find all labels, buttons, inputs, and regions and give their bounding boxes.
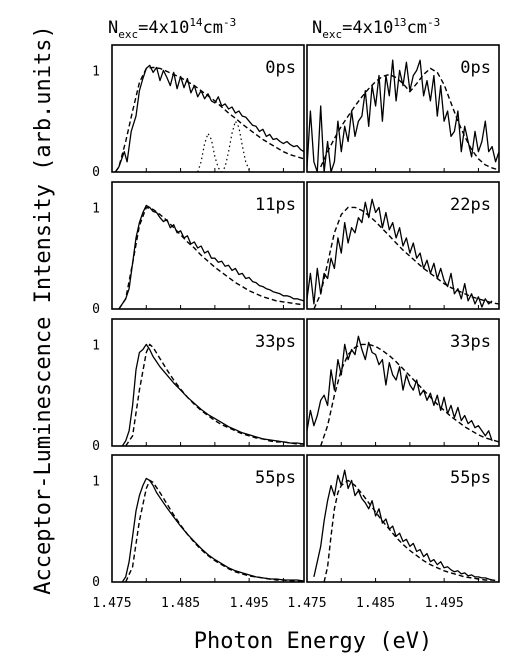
series-measured — [306, 198, 493, 308]
delay-label: 0ps — [460, 58, 491, 78]
delay-label: 0ps — [265, 58, 296, 78]
series-measured — [313, 469, 493, 581]
panel-frame — [111, 44, 305, 173]
delay-label: 33ps — [255, 332, 296, 352]
column-header-2: Nexc=4x1013cm-3 — [312, 16, 440, 41]
x-tick-label: 1.495 — [425, 596, 464, 611]
delay-label: 22ps — [450, 195, 491, 215]
panel-frame — [306, 181, 500, 310]
panel-c2-r1: 0ps — [306, 44, 500, 173]
panel-frame — [306, 44, 500, 173]
series-measured — [306, 335, 493, 442]
series-measured — [118, 204, 305, 310]
series-measured — [114, 64, 305, 173]
series-fit — [323, 479, 500, 583]
y-tick-zero: 0 — [92, 575, 100, 590]
y-tick-one: 1 — [92, 338, 100, 353]
panel-frame — [111, 318, 305, 447]
panel-c1-r1: 0ps 1 0 — [92, 44, 305, 180]
x-tick-label: 1.475 — [92, 596, 131, 611]
series-fit — [313, 206, 500, 310]
panel-c2-r2: 22ps — [306, 181, 500, 310]
panel-frame — [111, 181, 305, 310]
x-axis-label: Photon Energy (eV) — [194, 629, 432, 654]
series-fit — [114, 66, 305, 173]
y-axis-label: Acceptor-Luminescence Intensity (arb.uni… — [31, 25, 56, 595]
x-tick-label: 1.475 — [287, 596, 326, 611]
delay-label: 55ps — [450, 468, 491, 488]
y-tick-one: 1 — [92, 201, 100, 216]
panel-frame — [111, 454, 305, 583]
series-fit — [125, 343, 304, 447]
panel-c1-r3: 33ps 1 0 — [92, 318, 305, 454]
series-measured — [121, 477, 305, 583]
panel-frame — [306, 454, 500, 583]
panel-c2-r4: 55ps — [306, 454, 500, 583]
delay-label: 33ps — [450, 332, 491, 352]
y-tick-zero: 0 — [92, 302, 100, 317]
panel-c1-r4: 55ps 1 0 — [92, 454, 305, 590]
y-tick-zero: 0 — [92, 439, 100, 454]
series-fit — [320, 67, 500, 171]
panels: 0ps 1 0 0ps 11ps 1 0 22ps 33ps 1 0 33ps 55ps 1 0 55ps — [92, 44, 500, 590]
x-tick-label: 1.485 — [356, 596, 395, 611]
y-tick-one: 1 — [92, 64, 100, 79]
y-tick-zero: 0 — [92, 165, 100, 180]
series-fit — [320, 343, 500, 447]
column-header-1: Nexc=4x1014cm-3 — [108, 16, 236, 41]
x-tick-labels: 1.475 1.485 1.495 1.475 1.485 1.495 — [92, 596, 463, 611]
delay-label: 11ps — [255, 195, 296, 215]
delay-label: 55ps — [255, 468, 296, 488]
series-fit — [125, 479, 304, 583]
panel-c2-r3: 33ps — [306, 318, 500, 447]
y-tick-one: 1 — [92, 474, 100, 489]
series-fit — [118, 206, 305, 310]
series-measured — [121, 343, 305, 447]
x-tick-label: 1.485 — [161, 596, 200, 611]
panel-frame — [306, 318, 500, 447]
panel-c1-r2: 11ps 1 0 — [92, 181, 305, 317]
series-dotted — [197, 120, 253, 173]
x-tick-label: 1.495 — [230, 596, 269, 611]
